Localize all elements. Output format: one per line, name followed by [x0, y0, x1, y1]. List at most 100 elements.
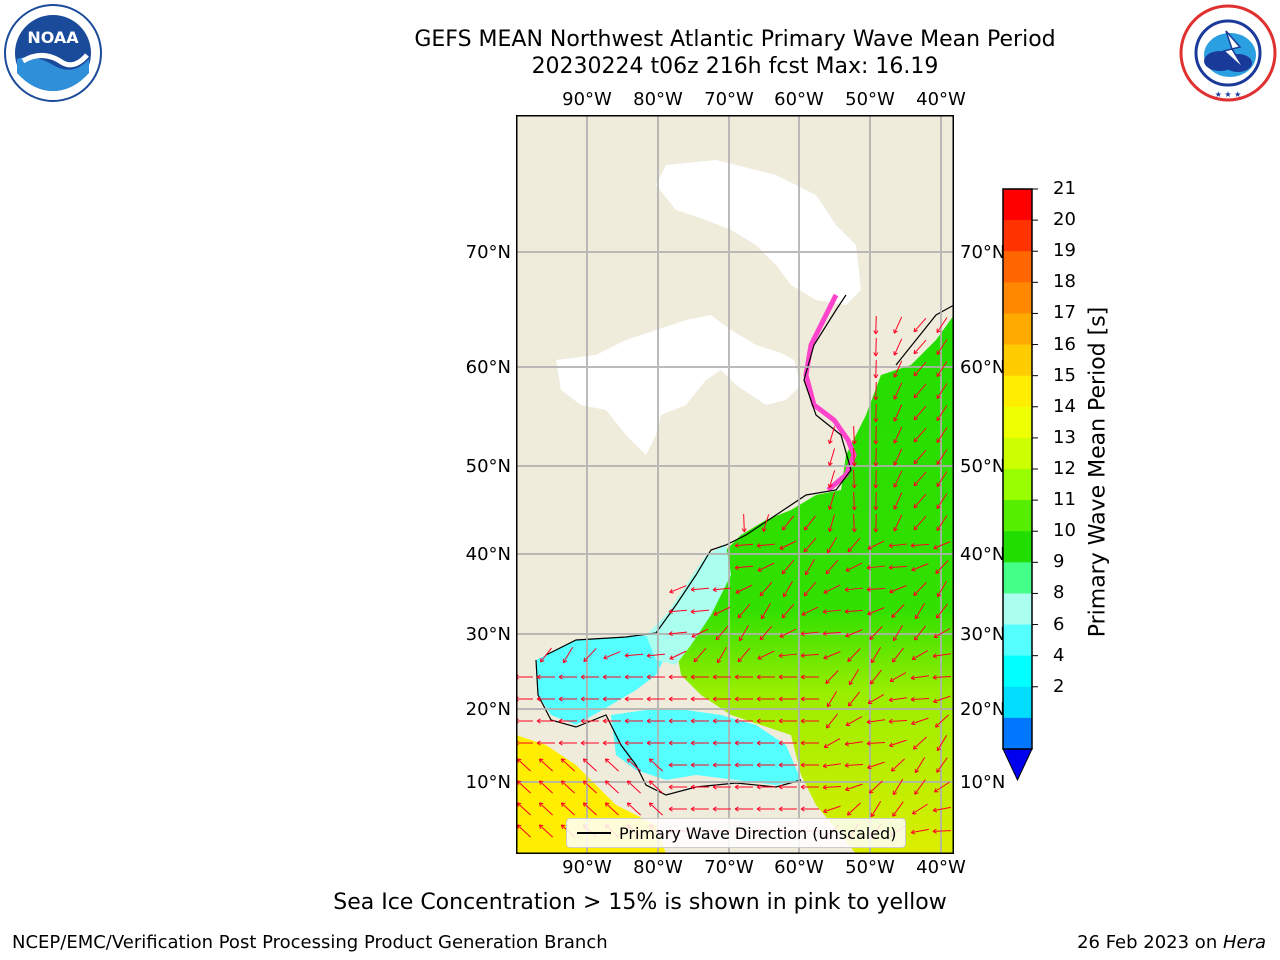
- wave-arrow: [847, 537, 861, 553]
- wave-arrow: [870, 646, 882, 664]
- wave-arrow: [828, 448, 836, 466]
- wave-arrow-head: [893, 329, 898, 334]
- wave-arrow: [847, 802, 861, 816]
- lat-label-left: 70°N: [465, 242, 511, 263]
- wave-arrow-head: [910, 542, 915, 548]
- footnote: Sea Ice Concentration > 15% is shown in …: [333, 890, 947, 915]
- wave-arrow-head: [823, 589, 828, 594]
- lon-label-bottom: 70°W: [704, 857, 754, 878]
- map-panel: [516, 115, 954, 854]
- wave-arrow-head: [560, 758, 566, 763]
- wave-arrow-head: [827, 461, 833, 466]
- wave-arrow: [757, 650, 775, 660]
- colorbar: [1002, 188, 1038, 782]
- colorbar-tick-label: 21: [1053, 178, 1076, 199]
- wave-arrow-head: [936, 482, 941, 487]
- wave-arrow: [737, 647, 751, 663]
- wave-arrow: [743, 513, 745, 533]
- wave-arrow-head: [778, 784, 783, 790]
- wave-arrow: [804, 515, 816, 531]
- wave-arrow: [646, 653, 666, 657]
- wave-arrow-head: [778, 674, 783, 680]
- wave-arrow-head: [913, 459, 919, 465]
- wave-arrow: [936, 317, 948, 333]
- wave-arrow: [888, 565, 908, 569]
- wave-arrow: [845, 741, 863, 745]
- wave-arrow-head: [516, 802, 522, 807]
- wave-arrow: [892, 779, 904, 795]
- wave-arrow: [893, 514, 903, 532]
- wave-direction-arrows: [516, 315, 952, 840]
- wave-arrow-head: [602, 674, 607, 680]
- wave-arrow: [936, 735, 948, 751]
- wave-arrow: [779, 628, 797, 638]
- colorbar-segment: [1003, 469, 1032, 501]
- wave-arrow-head: [888, 564, 893, 570]
- wave-arrow-head: [913, 393, 919, 399]
- wave-arrow-head: [844, 587, 849, 593]
- wave-arrow: [875, 315, 877, 335]
- wave-arrow-head: [558, 740, 563, 746]
- wave-arrow: [867, 719, 885, 723]
- lon-label-bottom: 80°W: [633, 857, 683, 878]
- wave-arrow: [914, 625, 926, 641]
- wave-arrow: [517, 824, 531, 838]
- wave-arrow-head: [624, 718, 629, 724]
- wave-arrow-head: [800, 652, 805, 658]
- colorbar-segment: [1003, 375, 1032, 408]
- wave-arrow-head: [712, 718, 717, 724]
- lat-label-right: 40°N: [960, 544, 1006, 565]
- colorbar-segment: [1003, 531, 1032, 563]
- sea-ice-region: [556, 315, 801, 455]
- wave-arrow-head: [851, 506, 857, 511]
- wave-arrow-head: [516, 780, 522, 785]
- wave-arrow-head: [536, 674, 541, 680]
- wave-arrow-head: [648, 780, 654, 785]
- wave-arrow: [911, 675, 929, 679]
- wave-arrow-head: [536, 740, 541, 746]
- wave-arrow-head: [893, 395, 898, 400]
- wave-arrow-head: [668, 718, 673, 724]
- wave-arrow: [914, 757, 926, 773]
- map-legend: Primary Wave Direction (unscaled): [566, 818, 906, 848]
- wave-arrow: [668, 609, 688, 613]
- wave-arrow-head: [738, 636, 744, 642]
- wave-arrow: [935, 560, 949, 574]
- wave-arrow: [713, 606, 731, 616]
- wave-arrow-head: [873, 330, 879, 335]
- lat-label-right: 20°N: [960, 699, 1006, 720]
- wave-arrow-head: [560, 824, 566, 829]
- wave-arrow-head: [851, 484, 857, 489]
- wave-arrow: [734, 565, 754, 569]
- wave-arrow-head: [936, 328, 941, 333]
- wave-arrow-head: [712, 587, 717, 593]
- wave-arrow: [649, 780, 663, 794]
- colorbar-tick-label: 12: [1053, 458, 1076, 479]
- wave-arrow-head: [626, 780, 632, 785]
- wave-arrow-head: [741, 528, 747, 533]
- wave-arrow: [845, 562, 863, 572]
- wave-arrow-head: [847, 702, 853, 707]
- wave-arrow: [889, 672, 907, 682]
- wave-arrow-head: [712, 674, 717, 680]
- wave-arrow-head: [712, 784, 717, 790]
- wave-arrow-head: [712, 762, 717, 768]
- wave-arrow-head: [936, 350, 941, 355]
- wave-arrow-head: [756, 762, 761, 768]
- wave-arrow: [893, 426, 903, 444]
- wave-arrow-head: [558, 674, 563, 680]
- lon-label-top: 90°W: [562, 89, 612, 110]
- wave-arrow-head: [734, 674, 739, 680]
- wave-arrow-head: [690, 674, 695, 680]
- wave-arrow-head: [844, 741, 849, 747]
- legend-line-swatch: [577, 832, 611, 834]
- wave-arrow: [603, 651, 621, 659]
- wave-arrow: [823, 763, 841, 767]
- wave-arrow-head: [779, 545, 784, 550]
- wave-arrow: [737, 603, 751, 619]
- atlantic-ocean: [676, 315, 954, 854]
- wave-arrow: [866, 587, 886, 591]
- wave-arrow-head: [712, 696, 717, 702]
- wave-arrow-head: [756, 543, 761, 549]
- wave-arrow-head: [734, 565, 739, 571]
